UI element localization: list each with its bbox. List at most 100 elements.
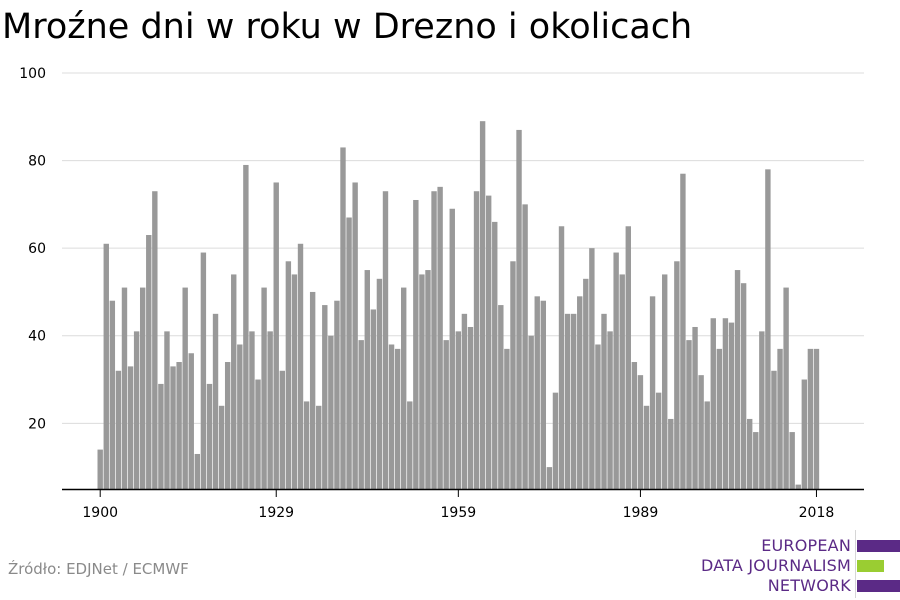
bar-1939 <box>334 300 340 489</box>
bar-1961 <box>467 326 474 489</box>
bar-1973 <box>540 300 547 489</box>
bar-1909 <box>152 191 158 490</box>
bar-1985 <box>613 252 619 489</box>
bar-1902 <box>109 300 116 489</box>
y-tick-label: 80 <box>28 154 46 170</box>
bar-2009 <box>759 331 765 489</box>
logo-line-1: EUROPEAN <box>761 536 851 555</box>
y-tick-label: 40 <box>28 329 46 345</box>
bar-2008 <box>753 432 759 489</box>
bar-2003 <box>722 318 729 489</box>
bar-1916 <box>194 453 201 489</box>
bar-1928 <box>267 331 273 489</box>
bar-1982 <box>595 344 601 489</box>
bar-1941 <box>346 217 352 489</box>
bar-1989 <box>637 375 644 489</box>
bar-1940 <box>340 147 346 489</box>
bar-1923 <box>237 344 243 489</box>
bar-1955 <box>431 191 437 490</box>
bar-1931 <box>285 261 292 489</box>
bar-2018 <box>813 348 820 489</box>
x-tick-label: 2018 <box>799 505 835 521</box>
bar-2011 <box>771 370 777 489</box>
bar-1988 <box>631 362 638 489</box>
bar-1978 <box>570 313 577 489</box>
bar-1983 <box>601 313 607 489</box>
bar-1942 <box>352 182 358 489</box>
logo-bar-bottom <box>857 580 900 592</box>
bar-1994 <box>668 418 674 489</box>
bar-2016 <box>801 379 808 489</box>
logo-bar-middle <box>857 560 884 572</box>
bar-1995 <box>674 261 680 489</box>
bar-1990 <box>643 405 650 489</box>
bar-2000 <box>704 401 710 489</box>
bar-1921 <box>224 362 231 489</box>
edjnet-logo: EUROPEAN DATA JOURNALISM NETWORK <box>700 528 900 600</box>
bar-1976 <box>558 226 565 489</box>
bar-1952 <box>413 199 419 490</box>
bar-1919 <box>212 313 219 489</box>
bar-1944 <box>364 270 370 489</box>
bar-1958 <box>449 208 455 489</box>
bar-1966 <box>498 305 504 489</box>
bar-1912 <box>170 366 176 489</box>
bar-1986 <box>619 274 625 489</box>
bar-1933 <box>297 243 304 489</box>
bar-1900 <box>97 449 103 489</box>
bar-1924 <box>243 164 249 489</box>
logo-line-3: NETWORK <box>767 576 851 595</box>
bar-1946 <box>376 278 383 489</box>
bar-2006 <box>740 283 747 489</box>
bar-1949 <box>394 348 401 489</box>
bar-1971 <box>528 335 534 489</box>
bar-2010 <box>765 169 771 489</box>
bar-1999 <box>698 375 704 489</box>
bar-1910 <box>158 383 164 489</box>
bar-1967 <box>504 348 510 489</box>
bar-1936 <box>316 405 322 489</box>
bar-1911 <box>164 331 170 489</box>
bar-2005 <box>734 270 741 489</box>
bar-1901 <box>103 243 109 489</box>
y-tick-labels: 20 40 60 80 100 <box>19 66 46 432</box>
bar-1929 <box>273 182 279 489</box>
bar-1927 <box>261 287 267 489</box>
bar-1915 <box>188 353 194 489</box>
bar-2017 <box>807 348 814 489</box>
bar-1932 <box>291 274 298 489</box>
source-note: Źródło: EDJNet / ECMWF <box>8 560 189 578</box>
y-tick-label: 60 <box>28 241 46 257</box>
bar-1935 <box>309 291 316 489</box>
y-tick-label: 100 <box>19 66 46 82</box>
bar-1934 <box>303 401 310 489</box>
bar-1925 <box>249 331 255 489</box>
bars <box>97 121 820 490</box>
bar-1922 <box>231 274 237 489</box>
bar-1998 <box>692 326 698 489</box>
y-tick-label: 20 <box>28 416 46 432</box>
bar-1953 <box>419 274 425 489</box>
bar-1903 <box>115 370 122 489</box>
bar-1948 <box>388 344 395 489</box>
bar-1963 <box>479 121 486 490</box>
bar-1981 <box>589 248 595 489</box>
bar-2002 <box>716 348 723 489</box>
bar-2014 <box>789 432 795 489</box>
bar-2013 <box>783 287 789 489</box>
bar-2007 <box>746 418 753 489</box>
bar-1954 <box>425 270 431 489</box>
bar-1914 <box>182 287 188 489</box>
bar-1938 <box>328 335 334 489</box>
bar-1918 <box>206 383 213 489</box>
bar-1956 <box>437 186 443 489</box>
bar-1904 <box>121 287 128 489</box>
bar-1950 <box>401 287 407 489</box>
bar-1917 <box>200 252 207 489</box>
bar-1997 <box>686 340 692 489</box>
bar-1906 <box>133 331 140 489</box>
bar-1957 <box>443 340 449 489</box>
bar-1907 <box>139 287 146 489</box>
logo-bar-top <box>857 540 900 552</box>
